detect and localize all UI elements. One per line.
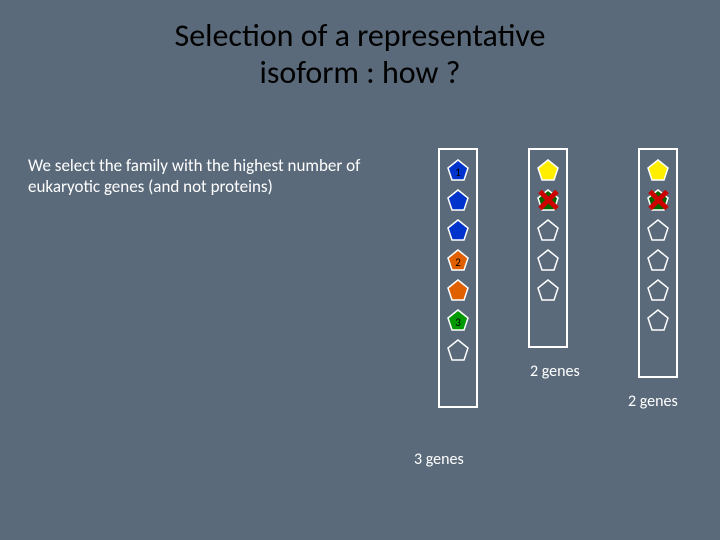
- pentagon-icon: [646, 248, 670, 272]
- pentagon-icon: [446, 188, 470, 212]
- column-2: [528, 148, 568, 348]
- pentagon-icon: [446, 338, 470, 362]
- pentagon-icon: [646, 218, 670, 242]
- pentagon-icon: [646, 158, 670, 182]
- pentagon-icon: 3: [446, 308, 470, 332]
- pentagon-icon: [536, 158, 560, 182]
- column-label: 2 genes: [530, 362, 580, 381]
- cross-icon: [536, 188, 560, 212]
- description-text: We select the family with the highest nu…: [28, 155, 408, 198]
- column-1: 1 2 3: [438, 148, 478, 408]
- pentagon-number: 2: [455, 256, 461, 269]
- pentagon-icon: [646, 308, 670, 332]
- column-label: 2 genes: [628, 392, 678, 411]
- slide-title: Selection of a representative isoform : …: [0, 0, 720, 92]
- pentagon-icon: 1: [446, 158, 470, 182]
- cross-icon: [646, 188, 670, 212]
- title-line2: isoform : how ?: [260, 53, 461, 92]
- crossed-pentagon: [536, 188, 560, 212]
- pentagon-icon: 2: [446, 248, 470, 272]
- column-label: 3 genes: [414, 450, 464, 469]
- pentagon-icon: [536, 278, 560, 302]
- title-line1: Selection of a representative: [175, 16, 546, 55]
- column-3: [638, 148, 678, 378]
- pentagon-number: 3: [455, 316, 461, 329]
- pentagon-icon: [446, 278, 470, 302]
- crossed-pentagon: [646, 188, 670, 212]
- pentagon-icon: [536, 248, 560, 272]
- pentagon-icon: [446, 218, 470, 242]
- pentagon-icon: [646, 278, 670, 302]
- pentagon-icon: [536, 218, 560, 242]
- pentagon-number: 1: [455, 166, 461, 179]
